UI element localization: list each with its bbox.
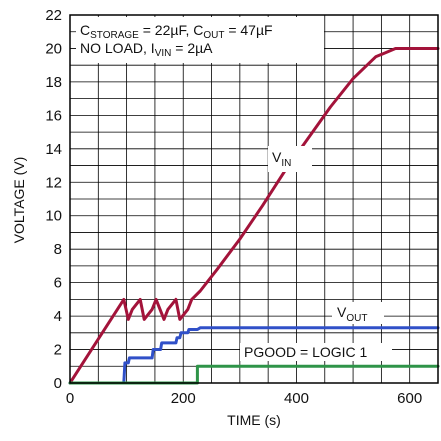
y-tick-label: 8 — [54, 241, 62, 258]
ivin-sub: VIN — [155, 48, 172, 59]
x-tick-label: 200 — [171, 390, 196, 407]
y-tick-label: 22 — [45, 7, 62, 24]
pgood-label: PGOOD = LOGIC 1 — [244, 344, 368, 360]
y-tick-label: 20 — [45, 40, 62, 57]
y-tick-label: 6 — [54, 275, 62, 292]
y-tick-label: 4 — [54, 308, 62, 325]
vin-label-sub: IN — [281, 158, 291, 169]
c-storage-main: C — [80, 22, 90, 38]
y-axis-label: VOLTAGE (V) — [11, 157, 27, 244]
y-tick-label: 10 — [45, 208, 62, 225]
y-tick-label: 12 — [45, 174, 62, 191]
ivin-value: = 2µA — [171, 40, 213, 56]
y-tick-label: 16 — [45, 107, 62, 124]
c-storage-value: = 22µF, C — [139, 22, 203, 38]
no-load-prefix: NO LOAD, I — [80, 40, 155, 56]
x-tick-label: 600 — [397, 390, 422, 407]
x-axis-label: TIME (s) — [227, 412, 281, 428]
x-tick-label: 400 — [284, 390, 309, 407]
y-tick-label: 14 — [45, 141, 62, 158]
y-tick-label: 2 — [54, 342, 62, 359]
x-tick-label: 0 — [66, 390, 74, 407]
vout-label-sub: OUT — [346, 313, 367, 324]
y-tick-label: 18 — [45, 74, 62, 91]
y-tick-label: 0 — [54, 375, 62, 392]
c-out-value: = 47µF — [224, 22, 272, 38]
